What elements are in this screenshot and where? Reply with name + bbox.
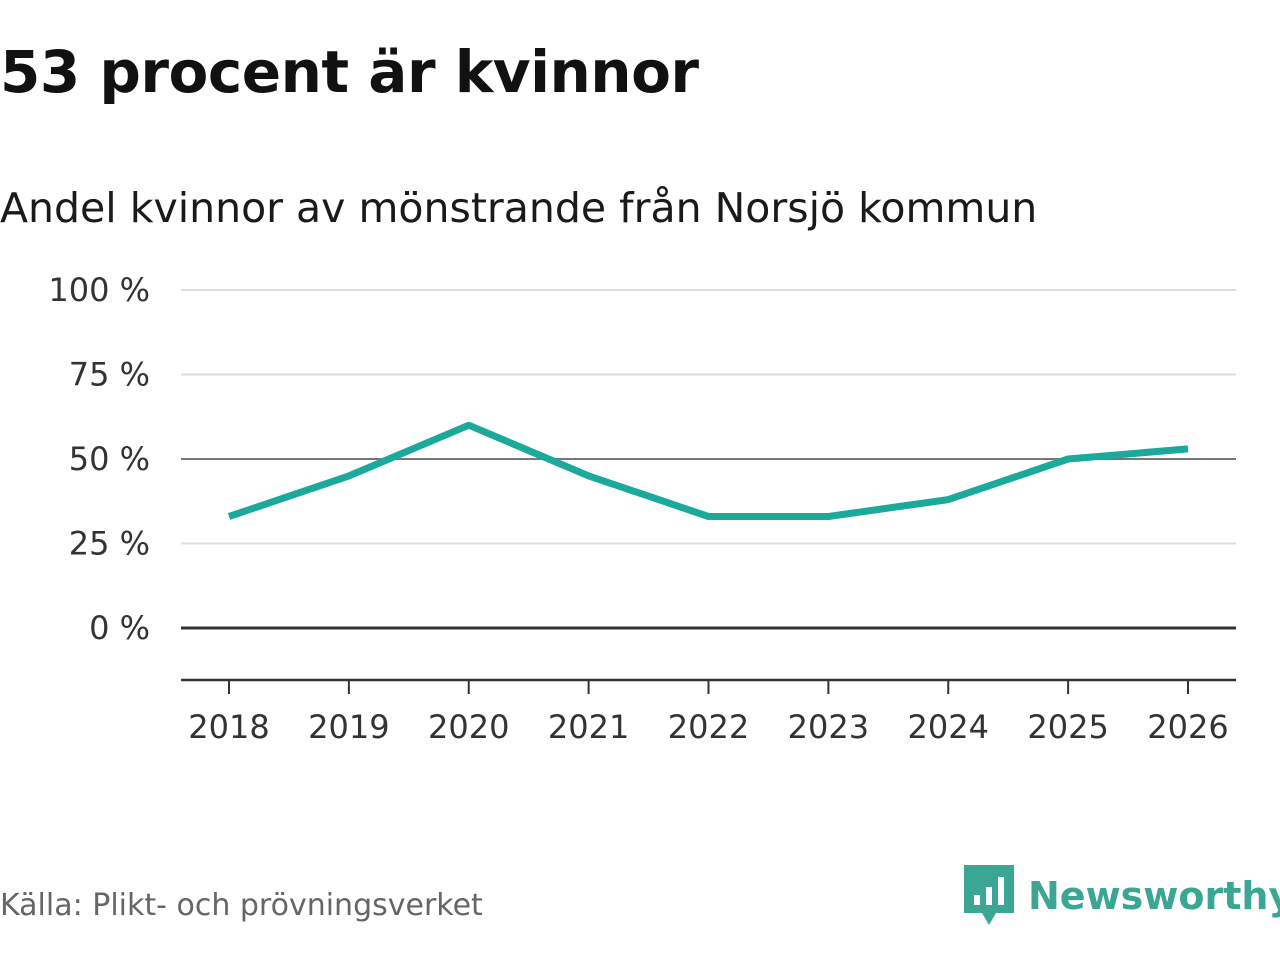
y-tick-label: 100 % (48, 271, 150, 309)
brand-name: Newsworthy (1028, 874, 1280, 918)
newsworthy-chart-bubble-icon (964, 865, 1014, 925)
line-chart: 0 % 25 % 50 % 75 % 100 % 2018 2019 2020 2021 202… (48, 271, 1236, 746)
x-tick-label: 2024 (908, 708, 989, 746)
y-tick-label: 75 % (69, 356, 150, 394)
x-tick-label: 2019 (308, 708, 389, 746)
x-tick-label: 2021 (548, 708, 629, 746)
chart-title: 53 procent är kvinnor (0, 38, 699, 106)
y-tick-label: 25 % (69, 525, 150, 563)
x-tick-label: 2020 (428, 708, 509, 746)
x-tick-label: 2022 (668, 708, 749, 746)
y-tick-label: 0 % (89, 609, 150, 647)
y-tick-label: 50 % (69, 440, 150, 478)
x-tick-label: 2023 (788, 708, 869, 746)
series-lines (227, 421, 1189, 520)
y-axis-ticks: 0 % 25 % 50 % 75 % 100 % (48, 271, 150, 647)
x-tick-label: 2026 (1147, 708, 1228, 746)
chart-subtitle: Andel kvinnor av mönstrande från Norsjö … (0, 184, 1038, 232)
series-line (227, 421, 1189, 520)
x-tick-label: 2018 (188, 708, 269, 746)
x-tick-label: 2025 (1027, 708, 1108, 746)
source-note: Källa: Plikt- och prövningsverket (0, 888, 483, 923)
brand-logo[interactable]: Newsworthy (964, 864, 1280, 928)
x-axis: 2018 2019 2020 2021 2022 2023 2024 2025 2026 (181, 678, 1236, 746)
